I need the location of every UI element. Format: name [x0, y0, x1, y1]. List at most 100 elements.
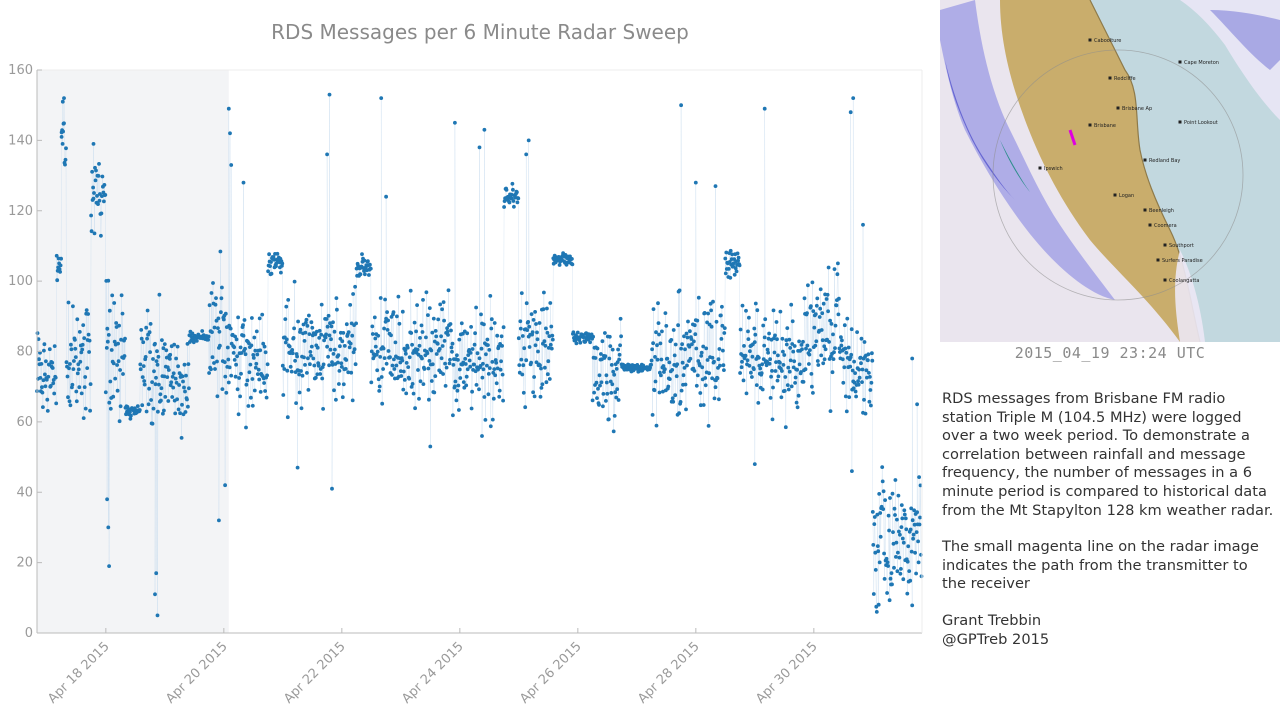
data-point	[175, 344, 180, 349]
data-point	[213, 367, 217, 371]
data-point	[768, 357, 772, 362]
data-point	[911, 536, 915, 541]
data-point	[67, 366, 71, 371]
data-point	[444, 365, 449, 370]
data-point	[242, 318, 247, 322]
data-point	[752, 367, 756, 372]
data-point	[869, 403, 873, 408]
data-point	[397, 321, 402, 326]
data-point	[113, 376, 118, 381]
data-point	[822, 357, 827, 362]
data-point	[759, 371, 764, 375]
data-point	[280, 261, 285, 266]
data-point	[413, 406, 417, 411]
data-point	[820, 311, 825, 316]
data-point	[769, 374, 773, 379]
data-point	[886, 513, 891, 518]
data-point	[153, 382, 158, 387]
data-point	[244, 382, 249, 387]
data-point	[389, 333, 393, 338]
data-point	[846, 345, 851, 350]
data-point	[401, 369, 406, 374]
data-point	[185, 397, 189, 402]
data-point	[183, 410, 188, 414]
data-point	[149, 398, 154, 402]
data-point	[520, 372, 525, 377]
data-point	[581, 335, 586, 340]
data-point	[489, 317, 494, 322]
data-point	[811, 391, 815, 395]
data-point	[671, 399, 676, 404]
data-point	[286, 298, 291, 302]
data-point	[810, 280, 815, 285]
data-point	[818, 287, 823, 292]
place-label: Point Lookout	[1184, 120, 1218, 126]
place-label: Surfers Paradise	[1162, 258, 1203, 264]
data-point	[887, 598, 892, 603]
data-point	[162, 374, 167, 379]
data-point	[693, 332, 698, 337]
data-point	[41, 405, 45, 409]
data-point	[918, 515, 922, 520]
data-point	[610, 347, 615, 352]
data-point	[795, 367, 799, 372]
data-point	[220, 387, 225, 391]
y-tick-label: 40	[16, 485, 33, 500]
data-point	[445, 329, 450, 334]
data-point	[895, 569, 900, 574]
data-point	[894, 555, 898, 559]
data-point	[100, 174, 105, 179]
data-point	[303, 363, 307, 367]
data-point	[409, 331, 414, 335]
data-point	[217, 518, 221, 523]
data-point	[395, 314, 399, 319]
data-point	[486, 392, 491, 397]
data-point	[370, 324, 375, 329]
data-point	[908, 578, 913, 583]
data-point	[749, 370, 753, 375]
data-point	[696, 295, 701, 300]
data-point	[680, 342, 684, 347]
data-point	[865, 375, 869, 380]
data-point	[288, 364, 293, 369]
data-point	[269, 260, 273, 264]
description-panel: RDS messages from Brisbane FM radio stat…	[942, 390, 1274, 649]
data-point	[796, 393, 801, 398]
data-point	[112, 339, 117, 344]
data-point	[710, 376, 714, 381]
data-point	[766, 350, 770, 355]
data-point	[495, 333, 500, 338]
data-point	[235, 387, 240, 392]
data-point	[182, 362, 187, 367]
data-point	[617, 357, 621, 362]
data-point	[416, 368, 420, 372]
data-point	[530, 330, 535, 334]
data-point	[116, 359, 121, 364]
data-point	[74, 389, 79, 394]
data-point	[891, 541, 896, 546]
data-point	[850, 368, 855, 373]
connector-lines	[36, 94, 922, 616]
data-point	[768, 396, 773, 400]
data-point	[533, 310, 537, 314]
data-point	[347, 345, 352, 350]
data-point	[887, 528, 891, 533]
data-point	[660, 329, 664, 334]
data-point	[162, 342, 167, 346]
data-point	[421, 382, 426, 386]
y-tick-label: 140	[8, 133, 33, 148]
data-point	[47, 362, 52, 367]
data-point	[849, 352, 854, 357]
data-point	[755, 308, 760, 313]
data-point	[83, 406, 88, 411]
data-point	[467, 358, 472, 363]
data-point	[673, 393, 678, 398]
data-point	[910, 356, 915, 361]
data-point	[692, 339, 696, 344]
data-point	[542, 290, 546, 295]
data-point	[245, 378, 250, 383]
data-point	[516, 196, 521, 201]
data-point	[388, 355, 392, 360]
data-point	[373, 336, 378, 341]
data-point	[721, 348, 725, 353]
